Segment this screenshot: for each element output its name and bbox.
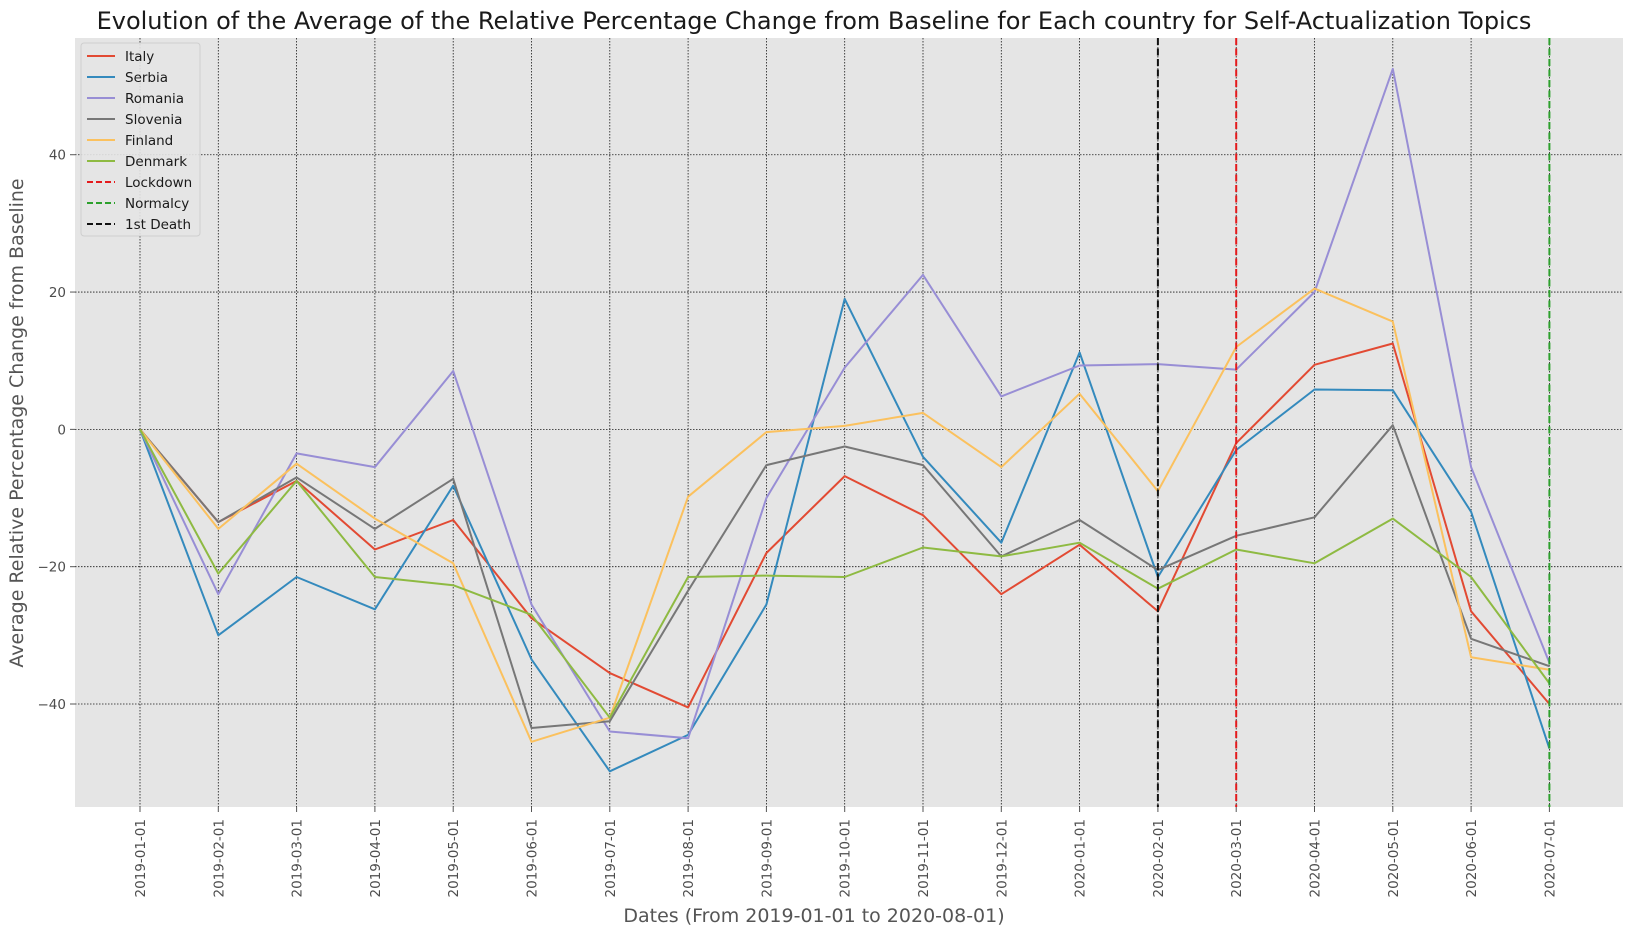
legend-label: Serbia: [125, 70, 168, 86]
chart-title: Evolution of the Average of the Relative…: [97, 7, 1532, 35]
x-tick-label: 2019-10-01: [838, 819, 854, 897]
legend-label: Denmark: [125, 154, 187, 170]
x-tick-label: 2020-06-01: [1464, 819, 1480, 897]
x-tick-label: 2020-07-01: [1542, 819, 1558, 897]
x-tick-label: 2020-04-01: [1308, 819, 1324, 897]
series-line-slovenia: [139, 424, 1550, 729]
plot-area: [75, 38, 1623, 807]
event-lines: [1156, 38, 1551, 807]
series-line-finland: [139, 287, 1550, 743]
series-line-serbia: [139, 297, 1551, 773]
series-line-romania: [139, 67, 1551, 740]
x-tick-label: 2019-11-01: [916, 819, 932, 897]
series-lines: [139, 67, 1551, 773]
series-line-italy: [139, 342, 1551, 709]
y-tick-label: 40: [49, 148, 66, 164]
legend-label: Lockdown: [125, 175, 192, 191]
x-tick-label: 2020-05-01: [1386, 819, 1402, 897]
legend-label: Slovenia: [125, 112, 182, 128]
x-tick-label: 2019-06-01: [525, 819, 541, 897]
x-tick-label: 2019-04-01: [368, 819, 384, 897]
legend: Italy Serbia Romania Slovenia Finland Denmark…: [80, 42, 201, 237]
x-tick-label: 2019-02-01: [211, 819, 227, 897]
legend-box: [80, 42, 201, 237]
x-tick-label: 2019-03-01: [290, 819, 306, 897]
legend-label: Romania: [125, 91, 184, 107]
x-tick-label: 2020-03-01: [1229, 819, 1245, 897]
x-tick-label: 2019-09-01: [759, 819, 775, 897]
legend-label: Finland: [125, 133, 173, 149]
x-tick-label: 2019-12-01: [994, 819, 1010, 897]
legend-label: Italy: [125, 49, 154, 65]
x-tick-label: 2019-07-01: [603, 819, 619, 897]
x-tick-label: 2020-02-01: [1151, 819, 1167, 897]
x-tick-label: 2019-08-01: [681, 819, 697, 897]
y-axis-ticks: −40 −20 0 20 40: [38, 148, 75, 713]
legend-label: 1st Death: [125, 217, 191, 233]
y-tick-label: 20: [49, 285, 66, 301]
y-tick-label: −20: [38, 560, 67, 576]
y-tick-label: −40: [38, 697, 67, 713]
x-axis-label: Dates (From 2019-01-01 to 2020-08-01): [623, 905, 1004, 927]
x-tick-label: 2019-01-01: [133, 819, 149, 897]
x-tick-label: 2020-01-01: [1073, 819, 1089, 897]
y-tick-label: 0: [57, 422, 66, 438]
series-line-denmark: [139, 428, 1551, 719]
x-axis-ticks: 2019-01-01 2019-02-01 2019-03-01 2019-04-01…: [133, 807, 1558, 897]
legend-label: Normalcy: [125, 196, 189, 212]
y-axis-label: Average Relative Percentage Change from …: [6, 178, 28, 667]
x-tick-label: 2019-05-01: [446, 819, 462, 897]
